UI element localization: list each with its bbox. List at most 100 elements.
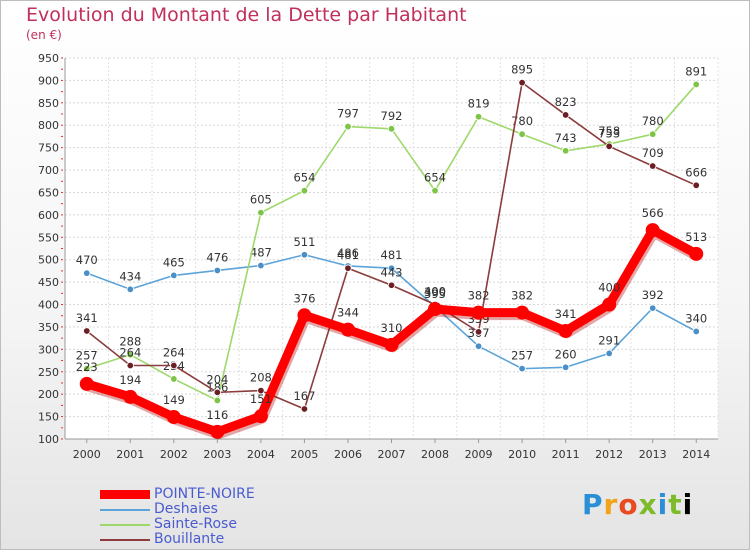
data-label: 819 bbox=[468, 97, 490, 111]
data-point bbox=[605, 142, 613, 151]
data-label: 743 bbox=[555, 131, 577, 145]
data-point bbox=[387, 264, 396, 272]
data-label: 341 bbox=[555, 307, 577, 321]
data-point bbox=[83, 364, 91, 373]
data-label: 194 bbox=[119, 373, 141, 387]
data-point bbox=[213, 266, 222, 275]
x-axis: 2000 2001 2002 2003 2004 2005 2006 2007 2008 2009… bbox=[73, 439, 710, 461]
y-tick-label: 200 bbox=[38, 388, 59, 401]
data-point bbox=[126, 351, 134, 359]
data-point bbox=[474, 328, 483, 336]
data-label: 486 bbox=[337, 246, 359, 260]
data-label: 257 bbox=[511, 349, 533, 363]
data-label: 476 bbox=[206, 250, 228, 264]
data-label: 895 bbox=[511, 63, 533, 77]
proxiti-logo: Proxiti bbox=[582, 488, 693, 521]
data-label: 260 bbox=[555, 347, 577, 361]
data-point bbox=[257, 208, 265, 217]
data-label: 257 bbox=[76, 349, 98, 363]
y-tick-label: 550 bbox=[38, 231, 59, 244]
data-point bbox=[297, 308, 312, 323]
data-label: 400 bbox=[598, 281, 620, 295]
data-point bbox=[692, 327, 700, 336]
data-point bbox=[166, 410, 181, 425]
data-label: 487 bbox=[250, 246, 272, 260]
data-label: 288 bbox=[119, 335, 141, 349]
x-tick-label: 2014 bbox=[682, 448, 710, 461]
data-label: 758 bbox=[598, 124, 620, 138]
y-tick-label: 500 bbox=[38, 254, 59, 267]
data-label: 264 bbox=[119, 345, 141, 359]
data-label: 434 bbox=[119, 269, 141, 283]
data-point bbox=[126, 285, 134, 293]
data-point bbox=[123, 389, 138, 404]
data-point bbox=[558, 323, 573, 338]
data-point bbox=[83, 269, 91, 277]
data-label: 149 bbox=[163, 393, 185, 407]
logo-letter: r bbox=[603, 488, 619, 521]
legend-swatch bbox=[100, 490, 150, 499]
x-tick-label: 2013 bbox=[639, 448, 667, 461]
logo-letter: o bbox=[618, 488, 639, 521]
data-point bbox=[692, 181, 700, 189]
x-tick-label: 2002 bbox=[160, 448, 188, 461]
data-point bbox=[602, 297, 617, 312]
data-point bbox=[431, 186, 439, 195]
data-label: 382 bbox=[468, 289, 490, 303]
data-point bbox=[344, 264, 352, 272]
data-label: 823 bbox=[555, 95, 577, 109]
x-tick-label: 2010 bbox=[508, 448, 536, 461]
y-tick-label: 300 bbox=[38, 343, 59, 356]
data-label: 400 bbox=[424, 285, 446, 299]
data-point bbox=[300, 251, 309, 259]
data-label: 291 bbox=[598, 333, 620, 347]
data-label: 310 bbox=[381, 321, 403, 335]
data-label: 465 bbox=[163, 255, 185, 269]
x-tick-label: 2012 bbox=[595, 448, 623, 461]
data-label: 341 bbox=[76, 311, 98, 325]
data-label: 654 bbox=[293, 171, 315, 185]
data-point bbox=[689, 246, 704, 261]
data-label: 382 bbox=[511, 289, 533, 303]
y-tick-label: 900 bbox=[38, 74, 59, 87]
data-point bbox=[257, 261, 265, 270]
data-label: 340 bbox=[685, 311, 707, 325]
data-label: 605 bbox=[250, 193, 272, 207]
data-point bbox=[515, 305, 530, 320]
data-point bbox=[649, 162, 657, 170]
logo-letter: i bbox=[682, 488, 694, 521]
x-tick-label: 2000 bbox=[73, 448, 101, 461]
data-point bbox=[649, 304, 657, 312]
data-label: 376 bbox=[293, 291, 315, 305]
y-tick-label: 400 bbox=[38, 299, 59, 312]
data-label: 792 bbox=[381, 109, 403, 123]
data-label: 709 bbox=[642, 146, 664, 160]
data-label: 167 bbox=[293, 389, 315, 403]
data-point bbox=[518, 78, 526, 87]
data-point bbox=[79, 376, 94, 391]
data-point bbox=[384, 337, 399, 352]
legend-swatch bbox=[100, 524, 150, 526]
y-tick-label: 650 bbox=[38, 186, 59, 199]
data-point bbox=[471, 305, 486, 320]
x-tick-label: 2003 bbox=[203, 448, 231, 461]
data-label: 666 bbox=[685, 165, 707, 179]
x-tick-label: 2007 bbox=[378, 448, 406, 461]
y-tick-label: 600 bbox=[38, 209, 59, 222]
data-label: 891 bbox=[685, 64, 707, 78]
data-label: 395 bbox=[424, 287, 446, 301]
chart-title: Evolution du Montant de la Dette par Hab… bbox=[26, 4, 467, 26]
data-label: 344 bbox=[337, 306, 359, 320]
data-point bbox=[344, 122, 352, 131]
legend-swatch bbox=[100, 509, 150, 511]
data-point bbox=[170, 375, 178, 383]
data-label: 481 bbox=[381, 248, 403, 262]
data-point bbox=[300, 405, 309, 413]
data-point bbox=[645, 223, 660, 238]
data-label: 443 bbox=[381, 265, 403, 279]
data-label: 392 bbox=[642, 288, 664, 302]
data-point bbox=[561, 147, 570, 155]
unit-label: (en €) bbox=[26, 28, 62, 42]
y-tick-label: 450 bbox=[38, 276, 59, 289]
